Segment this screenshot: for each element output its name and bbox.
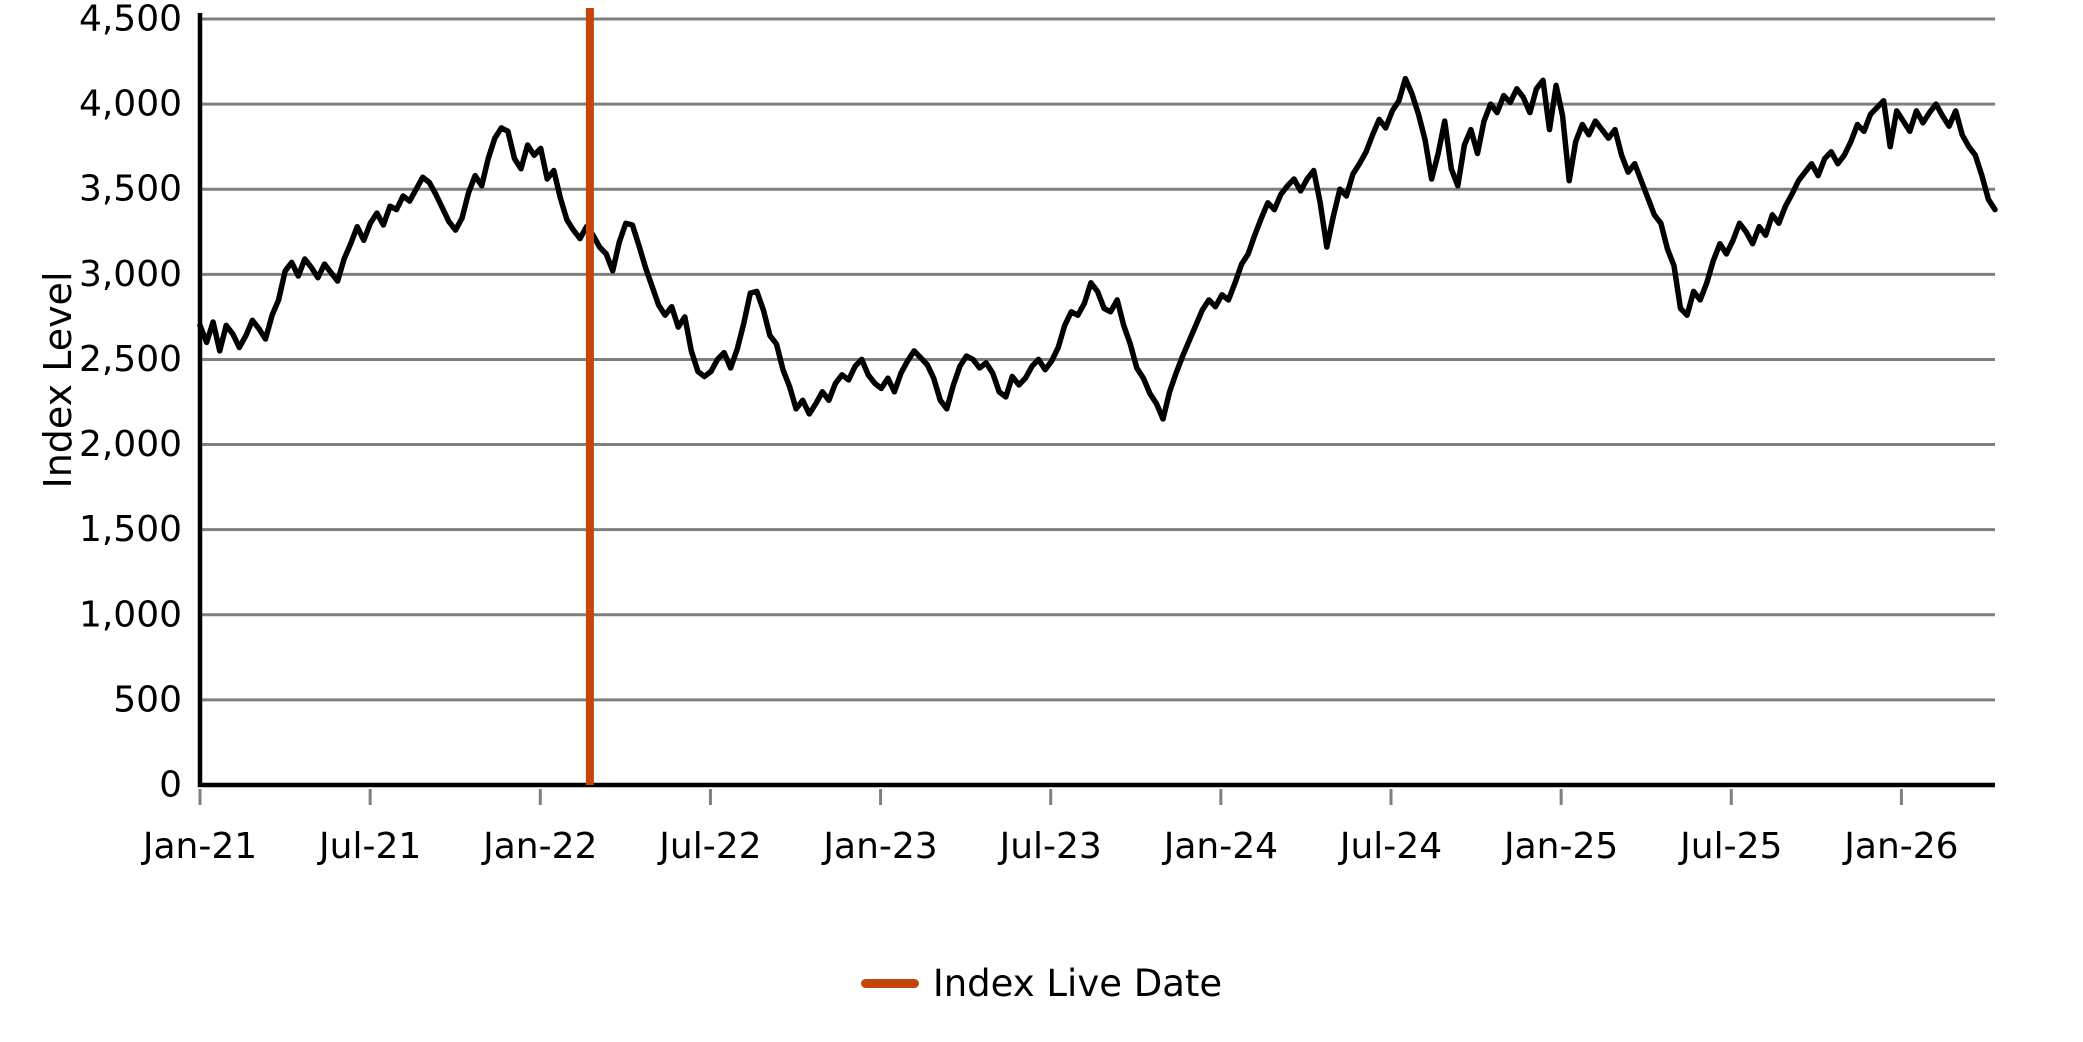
legend-label: Index Live Date [932,962,1223,1005]
legend-line-swatch [860,979,919,988]
y-tick-label: 4,500 [79,0,182,40]
y-tick-label: 3,000 [79,254,182,295]
y-tick-label: 4,000 [79,84,182,125]
x-tick-label: Jul-25 [1678,826,1782,867]
x-tick-label: Jan-25 [1502,826,1618,867]
index-level-series-line [197,75,1998,422]
y-tick-label: 500 [113,679,182,720]
x-tick-label: Jul-23 [998,826,1102,867]
x-tick-label: Jan-23 [821,826,937,867]
y-tick-label: 3,500 [79,169,182,210]
x-tick-label: Jan-22 [481,826,597,867]
x-tick-label: Jan-21 [141,826,257,867]
y-tick-label: 0 [159,765,182,806]
y-tick-label: 1,500 [79,509,182,550]
x-tick-label: Jul-21 [317,826,421,867]
chart-legend: Index Live Date [0,962,2083,1005]
y-tick-label: 2,500 [79,339,182,380]
x-tick-label: Jan-26 [1842,826,1958,867]
x-tick-label: Jul-22 [657,826,761,867]
y-tick-label: 1,000 [79,594,182,635]
y-tick-label: 2,000 [79,424,182,465]
x-tick-label: Jan-24 [1162,826,1278,867]
x-tick-label: Jul-24 [1338,826,1442,867]
y-axis-label: Index Level [36,271,80,489]
